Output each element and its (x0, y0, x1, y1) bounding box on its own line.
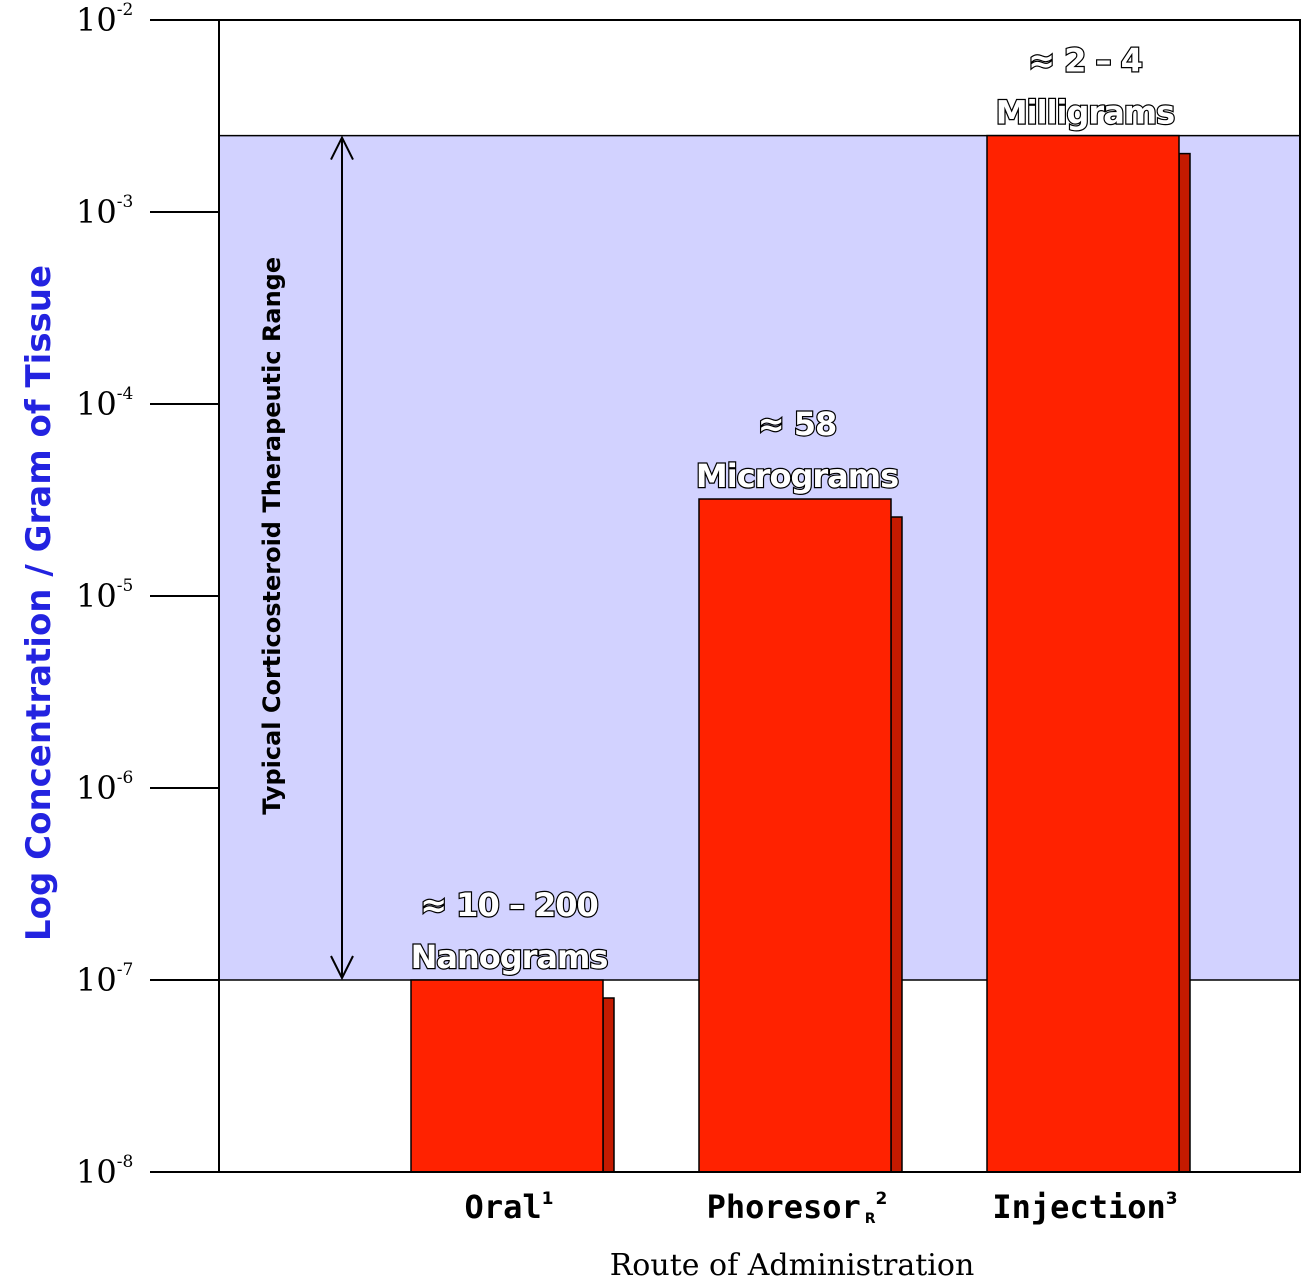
bar-shadow (1178, 152, 1191, 1173)
bar-annotation-unit: Milligrams (996, 94, 1174, 132)
y-tick-exponent: -7 (117, 960, 134, 980)
bar (986, 134, 1180, 1173)
bar (698, 498, 892, 1173)
x-category-label: Injection3 (992, 1188, 1177, 1226)
y-tick-label: 10-5 (76, 576, 133, 615)
labels-layer: Typical Corticosteroid Therapeutic Range… (19, 40, 1178, 1281)
bar-annotation-amount: ≈ 2 – 4 (1028, 42, 1142, 80)
category-footnote: 1 (542, 1189, 554, 1209)
y-tick-label: 10-8 (76, 1152, 133, 1191)
category-subscript: R (865, 1211, 876, 1227)
range-arrow-head-up (330, 135, 354, 161)
bar (410, 979, 604, 1173)
y-tick-label: 10-4 (76, 384, 133, 423)
y-tick-exponent: -8 (117, 1152, 134, 1172)
bar-annotation-unit: Micrograms (696, 457, 898, 495)
y-tick-base: 10 (76, 1153, 117, 1191)
category-name: Phoresor (707, 1188, 861, 1226)
bar-annotation-unit: Nanograms (411, 938, 608, 976)
x-category-label: Oral1 (465, 1188, 554, 1226)
y-axis-title: Log Concentration / Gram of Tissue (19, 265, 59, 941)
category-footnote: 2 (876, 1189, 888, 1209)
therapeutic-range-label: Typical Corticosteroid Therapeutic Range (258, 257, 286, 815)
bar-annotation-amount: ≈ 58 (758, 405, 836, 443)
bar-shadow (890, 516, 903, 1173)
y-tick-label: 10-3 (76, 192, 133, 231)
y-tick-base: 10 (76, 1, 117, 39)
y-tick-base: 10 (76, 961, 117, 999)
y-tick-base: 10 (76, 769, 117, 807)
y-tick-base: 10 (76, 385, 117, 423)
y-tick-label: 10-2 (76, 0, 133, 39)
category-name: Oral (465, 1188, 542, 1226)
y-tick-exponent: -2 (117, 0, 134, 20)
bar-annotation-amount: ≈ 10 – 200 (420, 886, 598, 924)
y-tick-exponent: -3 (117, 192, 134, 212)
x-axis-title: Route of Administration (610, 1248, 975, 1281)
y-tick-exponent: -4 (117, 384, 134, 404)
y-tick-exponent: -5 (117, 576, 134, 596)
range-arrow-head-down (330, 955, 354, 981)
bar-shadow (602, 997, 615, 1173)
category-name: Injection (992, 1188, 1165, 1226)
y-tick-label: 10-6 (76, 768, 133, 807)
category-footnote: 3 (1166, 1189, 1178, 1209)
bars-layer (410, 134, 1191, 1173)
y-axis-layer: 10-810-710-610-510-410-310-2 (76, 0, 219, 1191)
y-tick-base: 10 (76, 193, 117, 231)
y-tick-label: 10-7 (76, 960, 133, 999)
x-category-label: Phoresor R2 (707, 1188, 888, 1227)
y-tick-base: 10 (76, 577, 117, 615)
y-tick-exponent: -6 (117, 768, 134, 788)
